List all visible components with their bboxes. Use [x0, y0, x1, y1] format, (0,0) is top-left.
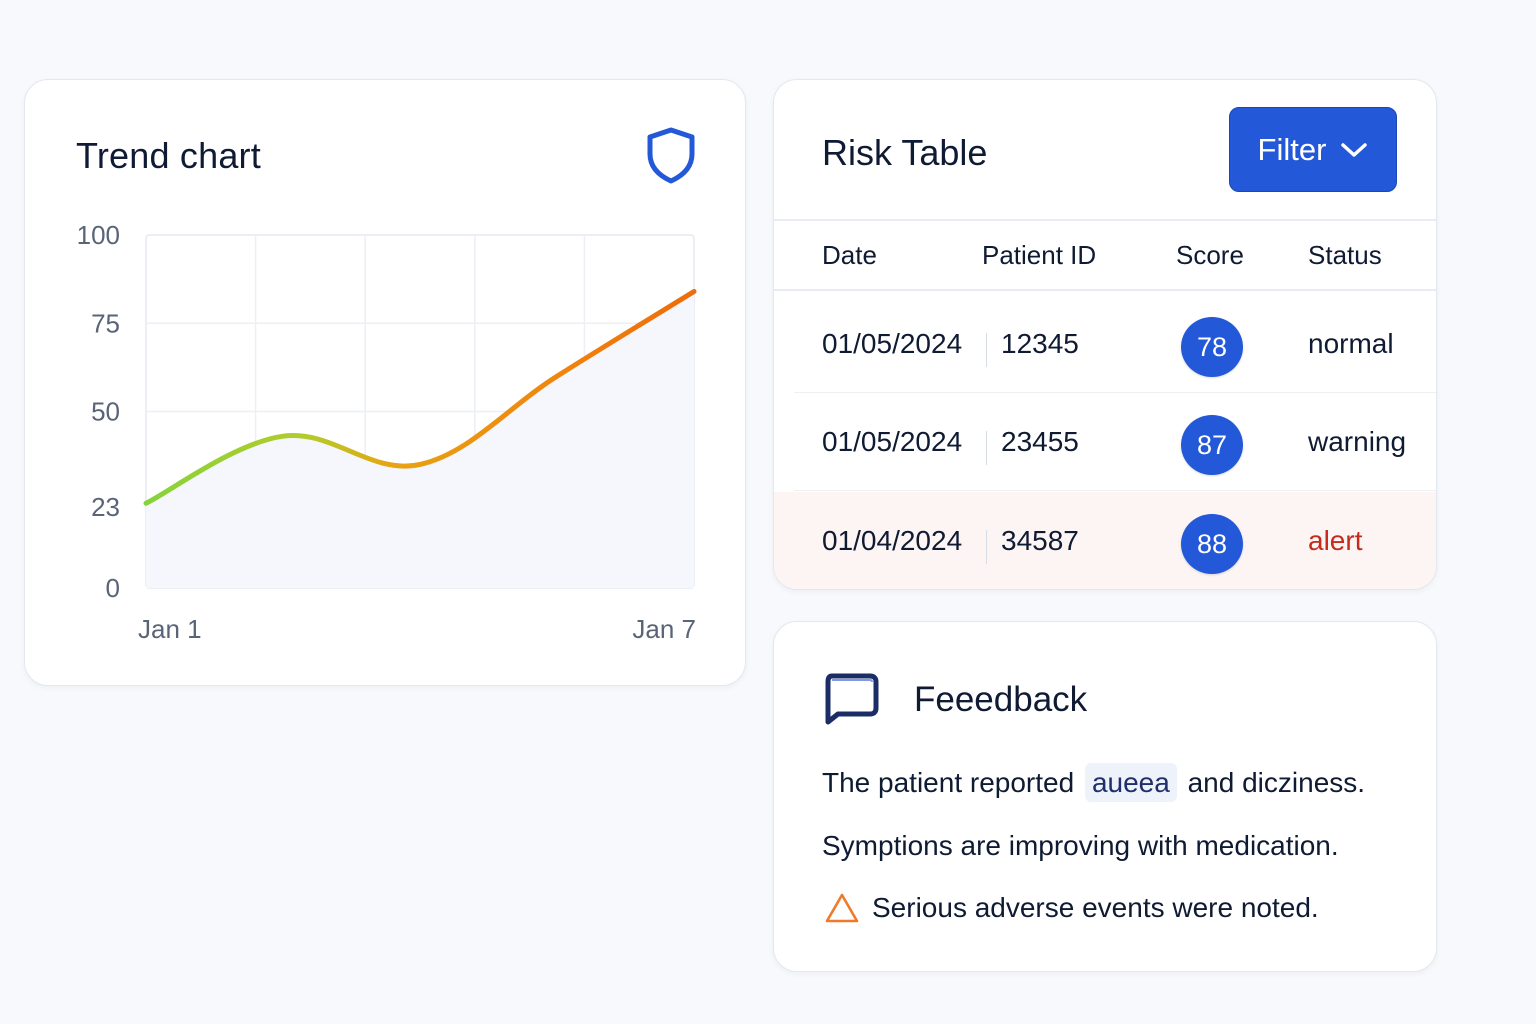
- chat-bubble-icon: [825, 673, 879, 725]
- column-header-status[interactable]: Status: [1308, 240, 1382, 270]
- trend-chart-card: Trend chart 0 23 50 75 100 Jan 1 Jan 7: [24, 79, 746, 686]
- row-date: 01/05/2024: [822, 426, 963, 457]
- feedback-text: and diczіness.: [1187, 767, 1366, 798]
- column-header-patient-id[interactable]: Patient ID: [982, 240, 1097, 270]
- x-tick-label: Jan 1: [138, 614, 202, 644]
- y-tick-label: 50: [91, 397, 120, 427]
- row-date: 01/05/2024: [822, 328, 963, 359]
- y-tick-label: 0: [106, 573, 120, 603]
- cell-divider: [986, 530, 987, 564]
- feedback-text: The patient reported: [822, 767, 1075, 798]
- column-header-score[interactable]: Score: [1176, 240, 1244, 270]
- row-status: warning: [1308, 426, 1407, 457]
- row-patient-id: 23455: [1001, 426, 1079, 457]
- feedback-warning-text: Serious adverse events were noted.: [872, 892, 1319, 923]
- row-patient-id: 34587: [1001, 525, 1079, 556]
- y-tick-label: 23: [91, 492, 120, 522]
- feedback-title: Feeedback: [914, 680, 1088, 719]
- y-tick-label: 100: [77, 220, 120, 250]
- trend-chart-title: Trend chart: [76, 135, 261, 176]
- row-status: alert: [1308, 525, 1363, 556]
- warning-triangle-icon: [825, 893, 859, 923]
- feedback-line-3: Serious adverse events were noted.: [824, 892, 1319, 924]
- feedback-line-1: The patient reported auеea and diczіness…: [822, 763, 1366, 802]
- highlighted-term[interactable]: auеea: [1084, 763, 1177, 802]
- feedback-line-2: Symptions are improving with medication.: [822, 830, 1339, 861]
- shield-icon: [647, 127, 695, 184]
- score-badge: 78: [1181, 317, 1243, 377]
- chevron-down-icon: [1341, 142, 1368, 157]
- table-row[interactable]: 01/05/2024 12345 78 normal: [774, 295, 1436, 393]
- row-divider: [794, 392, 1436, 393]
- score-badge: 88: [1181, 514, 1243, 574]
- y-tick-label: 75: [91, 308, 120, 338]
- filter-button-label: Filter: [1257, 131, 1327, 167]
- header-divider: [774, 219, 1436, 221]
- row-patient-id: 12345: [1001, 328, 1079, 359]
- row-divider: [794, 490, 1436, 491]
- score-badge: 87: [1181, 415, 1243, 475]
- row-date: 01/04/2024: [822, 525, 963, 556]
- x-tick-label: Jan 7: [632, 614, 696, 644]
- risk-table-title: Risk Table: [822, 132, 988, 173]
- column-header-date[interactable]: Date: [822, 240, 877, 270]
- chart-series-line: [143, 288, 697, 506]
- table-row[interactable]: 01/05/2024 23455 87 warning: [774, 393, 1436, 491]
- cell-divider: [986, 333, 987, 367]
- feedback-card: Feeedback The patient reported auеea and…: [773, 621, 1437, 972]
- row-status: normal: [1308, 328, 1394, 359]
- filter-button[interactable]: Filter: [1229, 107, 1397, 192]
- chart-area-fill: [146, 291, 694, 588]
- columns-divider: [774, 289, 1436, 291]
- x-axis-ticks: Jan 1 Jan 7: [138, 614, 696, 644]
- risk-table-card: Risk Table Filter Date Patient ID Score …: [773, 79, 1437, 590]
- table-row[interactable]: 01/04/2024 34587 88 alert: [774, 492, 1436, 589]
- cell-divider: [986, 431, 987, 465]
- trend-line-chart: 0 23 50 75 100 Jan 1 Jan 7: [77, 220, 697, 644]
